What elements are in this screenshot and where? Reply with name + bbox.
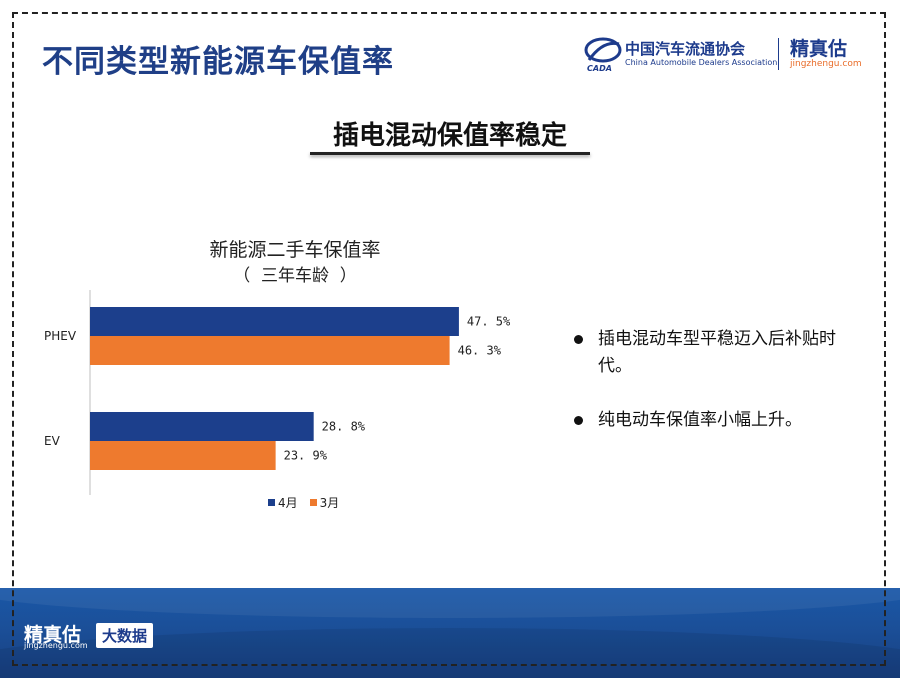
data-label: 47. 5%: [467, 315, 511, 329]
footer-logo-name: 精真估: [24, 624, 82, 646]
cada-logo: CADA 中国汽车流通协会 China Automobile Dealers A…: [583, 34, 777, 74]
legend-item-april: 4月: [268, 494, 298, 511]
category-label: EV: [44, 434, 61, 448]
cada-name-en: China Automobile Dealers Association: [625, 58, 778, 67]
bar-chart: PHEV 47. 5% 46. 3% EV 28. 8% 23. 9%: [44, 290, 511, 495]
chart-legend: 4月 3月: [268, 494, 339, 511]
bullet-dot: [574, 335, 583, 344]
bullet-text: 插电混动车型平稳迈入后补贴时代。: [598, 329, 836, 376]
footer-band: [0, 588, 900, 678]
footer-wave: [0, 588, 900, 618]
bullet-list: 插电混动车型平稳迈入后补贴时代。 纯电动车保值率小幅上升。: [572, 326, 862, 461]
cada-emblem-text: CADA: [587, 64, 612, 73]
jzg-name: 精真估: [790, 38, 848, 60]
subtitle-underline: [310, 152, 590, 155]
page-title: 不同类型新能源车保值率: [42, 44, 394, 80]
cada-emblem-icon: CADA: [584, 37, 622, 73]
category-label: PHEV: [44, 329, 77, 343]
cada-name-cn: 中国汽车流通协会: [625, 40, 746, 58]
bullet-item: 纯电动车保值率小幅上升。: [572, 407, 862, 434]
data-label: 46. 3%: [458, 344, 502, 358]
jzg-logo: 精真估 jingzhengu.com: [790, 34, 880, 74]
bar: [90, 441, 276, 470]
bar: [90, 307, 459, 336]
legend-label-march: 3月: [319, 496, 340, 510]
footer-logo-url: jingzhengu.com: [24, 641, 88, 650]
bar: [90, 412, 314, 441]
bar: [90, 336, 450, 365]
logo-divider: [778, 38, 779, 70]
data-label: 28. 8%: [322, 420, 366, 434]
legend-swatch-april: [268, 499, 275, 506]
footer-badge: 大数据: [96, 623, 154, 648]
bullet-item: 插电混动车型平稳迈入后补贴时代。: [572, 326, 862, 380]
legend-label-april: 4月: [278, 496, 298, 510]
legend-item-march: 3月: [309, 494, 340, 511]
legend-swatch-march: [309, 499, 317, 506]
chart-title: 新能源二手车保值率: [209, 239, 381, 261]
data-label: 23. 9%: [284, 449, 328, 463]
slide-subtitle: 插电混动保值率稳定: [332, 121, 567, 151]
chart-subtitle: （ 三年车龄 ）: [233, 266, 357, 286]
bullet-dot: [574, 416, 583, 425]
bullet-text: 纯电动车保值率小幅上升。: [598, 410, 802, 430]
jzg-url: jingzhengu.com: [790, 59, 862, 69]
